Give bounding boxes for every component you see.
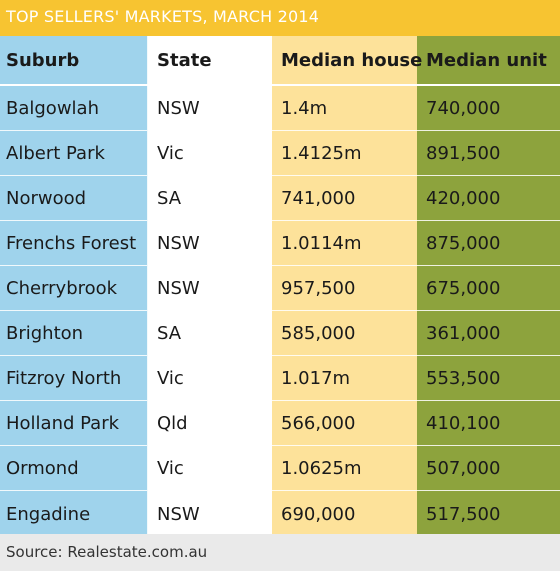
median-house-cell: 566,000	[281, 412, 356, 434]
table-row: Frenchs Forest NSW 1.0114m 875,000	[0, 221, 560, 266]
median-house-cell: 1.4125m	[281, 142, 362, 164]
median-unit-cell: 361,000	[426, 322, 501, 344]
suburb-cell: Brighton	[0, 311, 148, 355]
suburb-cell: Norwood	[0, 176, 148, 220]
state-cell: NSW	[157, 97, 200, 119]
table-row: Balgowlah NSW 1.4m 740,000	[0, 86, 560, 131]
source-footer: Source: Realestate.com.au	[0, 534, 560, 571]
table-row: Engadine NSW 690,000 517,500	[0, 491, 560, 537]
table-row: Albert Park Vic 1.4125m 891,500	[0, 131, 560, 176]
header-median-unit: Median unit	[426, 49, 547, 71]
table-row: Brighton SA 585,000 361,000	[0, 311, 560, 356]
title-banner: TOP SELLERS' MARKETS, MARCH 2014	[0, 0, 560, 36]
state-cell: SA	[157, 187, 182, 209]
median-house-cell: 1.4m	[281, 97, 328, 119]
suburb-cell: Balgowlah	[0, 86, 148, 130]
median-unit-cell: 420,000	[426, 187, 501, 209]
median-unit-cell: 507,000	[426, 457, 501, 479]
median-house-cell: 957,500	[281, 277, 356, 299]
median-house-cell: 741,000	[281, 187, 356, 209]
state-cell: Qld	[157, 412, 188, 434]
median-house-cell: 690,000	[281, 503, 356, 525]
table-row: Norwood SA 741,000 420,000	[0, 176, 560, 221]
median-unit-cell: 875,000	[426, 232, 501, 254]
suburb-cell: Fitzroy North	[0, 356, 148, 400]
table-row: Cherrybrook NSW 957,500 675,000	[0, 266, 560, 311]
table-row: Fitzroy North Vic 1.017m 553,500	[0, 356, 560, 401]
median-unit-cell: 891,500	[426, 142, 501, 164]
suburb-cell: Frenchs Forest	[0, 221, 148, 265]
header-state: State	[157, 49, 212, 71]
median-unit-cell: 740,000	[426, 97, 501, 119]
state-cell: SA	[157, 322, 182, 344]
source-note: Source: Realestate.com.au	[6, 543, 208, 561]
table-row: Holland Park Qld 566,000 410,100	[0, 401, 560, 446]
suburb-cell: Cherrybrook	[0, 266, 148, 310]
state-cell: NSW	[157, 232, 200, 254]
state-cell: NSW	[157, 277, 200, 299]
table-row: Ormond Vic 1.0625m 507,000	[0, 446, 560, 491]
median-house-cell: 1.0625m	[281, 457, 362, 479]
median-unit-cell: 410,100	[426, 412, 501, 434]
median-house-cell: 1.017m	[281, 367, 351, 389]
suburb-cell: Holland Park	[0, 401, 148, 445]
state-cell: Vic	[157, 367, 184, 389]
median-house-cell: 1.0114m	[281, 232, 362, 254]
state-column-bg	[148, 36, 272, 534]
median-house-cell: 585,000	[281, 322, 356, 344]
median-unit-cell: 553,500	[426, 367, 501, 389]
table-title: TOP SELLERS' MARKETS, MARCH 2014	[6, 7, 320, 26]
median-unit-cell: 517,500	[426, 503, 501, 525]
suburb-cell: Ormond	[0, 446, 148, 490]
state-cell: NSW	[157, 503, 200, 525]
suburb-cell: Engadine	[0, 491, 148, 537]
median-unit-cell: 675,000	[426, 277, 501, 299]
median-house-column-bg	[272, 36, 417, 534]
state-cell: Vic	[157, 142, 184, 164]
sellers-table: Suburb State Median house Median unit Ba…	[0, 36, 560, 537]
suburb-column-bg	[0, 36, 148, 534]
suburb-cell: Albert Park	[0, 131, 148, 175]
state-cell: Vic	[157, 457, 184, 479]
header-suburb: Suburb	[0, 36, 148, 84]
table-header-row: Suburb State Median house Median unit	[0, 36, 560, 86]
header-median-house: Median house	[281, 49, 423, 71]
table-body: Balgowlah NSW 1.4m 740,000 Albert Park Vic 1.4…	[0, 86, 560, 537]
median-unit-column-bg	[417, 36, 560, 534]
